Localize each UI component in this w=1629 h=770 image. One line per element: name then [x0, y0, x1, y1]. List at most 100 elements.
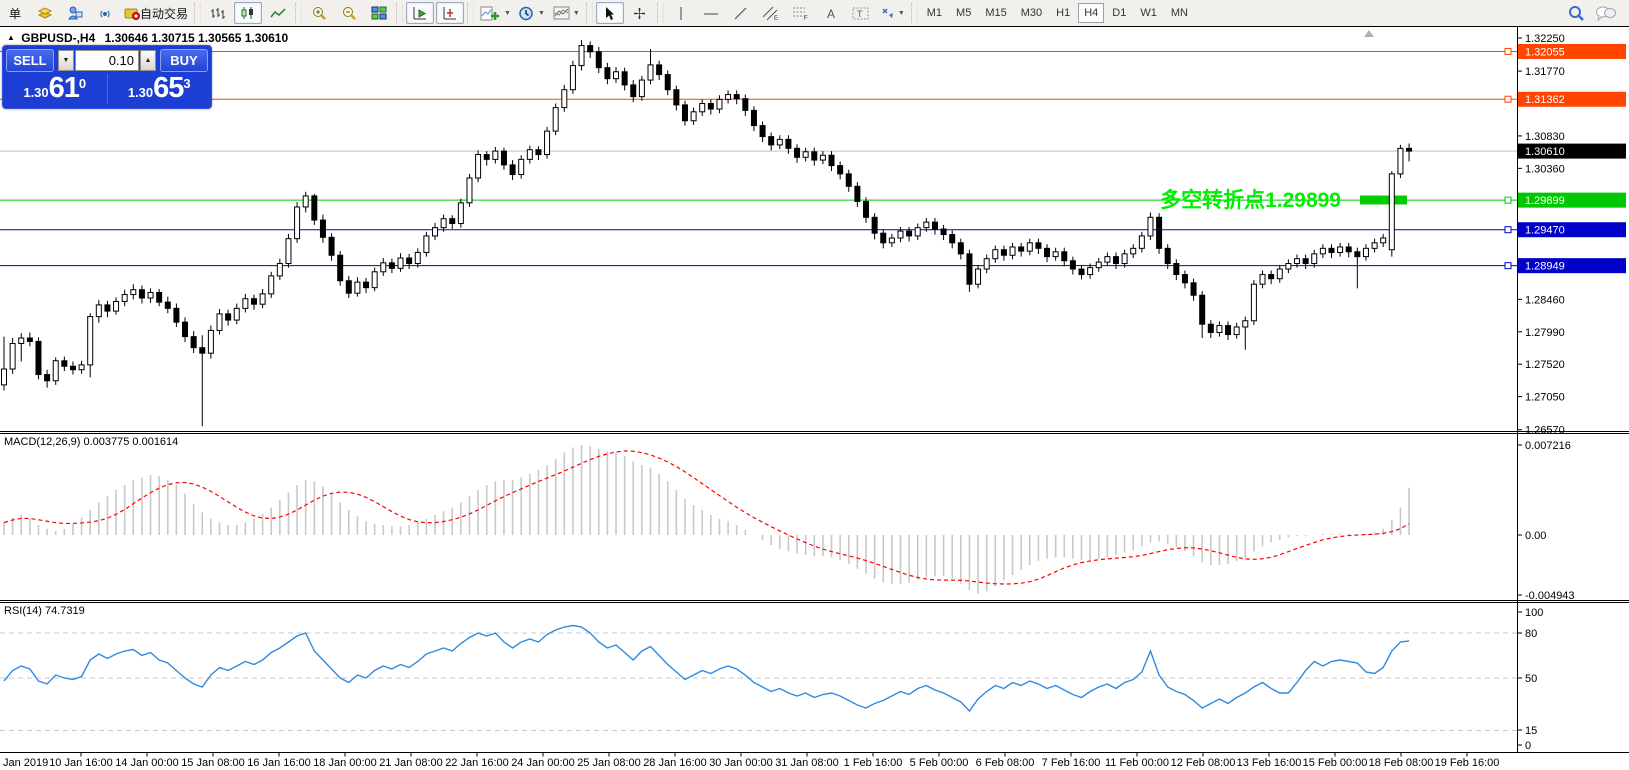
- candle: [750, 109, 757, 127]
- line-handle[interactable]: [1504, 262, 1512, 270]
- tile-windows-icon[interactable]: [365, 2, 393, 24]
- symbol-expander-icon[interactable]: ▲: [7, 33, 15, 42]
- pivot-annotation-text[interactable]: 多空转折点1.29899: [1160, 188, 1341, 212]
- candle: [1078, 268, 1085, 276]
- candle: [1268, 274, 1275, 280]
- sell-button[interactable]: SELL: [6, 49, 54, 72]
- zoom-in-icon[interactable]: [305, 2, 333, 24]
- chart-shift-marker-icon[interactable]: [1364, 30, 1374, 37]
- time-axis-label: 30 Jan 00:00: [709, 757, 773, 769]
- candle: [1061, 251, 1068, 262]
- volume-input[interactable]: 0.10: [75, 50, 139, 71]
- timeframe-button-w1[interactable]: W1: [1140, 7, 1157, 19]
- candle: [380, 262, 387, 273]
- cursor-tool-icon[interactable]: [595, 2, 624, 24]
- candle: [638, 79, 645, 98]
- candle: [294, 206, 301, 240]
- timeframe-button-m5[interactable]: M5: [956, 7, 972, 19]
- candle: [647, 64, 654, 81]
- autotrading-button[interactable]: 自动交易: [121, 2, 191, 24]
- timeframe-button-h1[interactable]: H1: [1056, 7, 1071, 19]
- buy-price[interactable]: 1.30 65 3: [108, 72, 212, 106]
- rsi-scale-label: 50: [1525, 673, 1537, 685]
- toolbar-separator: [467, 3, 475, 23]
- volume-increase-button[interactable]: ▲: [140, 50, 156, 71]
- candle: [1181, 274, 1188, 284]
- line-handle[interactable]: [1504, 95, 1512, 103]
- arrows-tool-icon[interactable]: ▼: [877, 2, 908, 24]
- candle: [173, 307, 180, 323]
- candle: [664, 74, 671, 91]
- candle: [897, 230, 904, 239]
- candle: [613, 71, 620, 80]
- price-badge-label: 1.30610: [1525, 146, 1565, 158]
- channel-tool-icon[interactable]: E: [757, 2, 785, 24]
- volume-decrease-button[interactable]: ▼: [58, 50, 74, 71]
- bar-chart-icon[interactable]: [204, 2, 232, 24]
- sell-price-small: 1.30: [23, 85, 49, 100]
- line-handle[interactable]: [1504, 196, 1512, 204]
- auto-scroll-icon[interactable]: [406, 2, 435, 24]
- timeframe-button-h4[interactable]: H4: [1078, 3, 1105, 23]
- vertical-line-tool-icon[interactable]: [667, 2, 695, 24]
- candle: [500, 150, 507, 166]
- periods-icon[interactable]: ▼: [516, 2, 548, 24]
- candlestick-chart-icon[interactable]: [234, 2, 263, 24]
- time-axis-label: 5 Feb 00:00: [910, 757, 969, 769]
- templates-icon[interactable]: ▼: [550, 2, 583, 24]
- candle: [1397, 147, 1404, 175]
- pivot-line-thick-segment[interactable]: [1360, 195, 1407, 205]
- new-order-button[interactable]: 单: [8, 6, 21, 21]
- macd-label: MACD(12,26,9) 0.003775 0.001614: [4, 436, 179, 448]
- candle: [1000, 249, 1007, 256]
- line-handle[interactable]: [1504, 226, 1512, 234]
- chat-icon[interactable]: [1592, 2, 1620, 24]
- candle: [544, 130, 551, 156]
- price-tick-label: 1.26570: [1525, 425, 1565, 437]
- price-badge: [1518, 192, 1626, 208]
- candle: [52, 360, 59, 382]
- buy-button[interactable]: BUY: [160, 49, 208, 72]
- time-axis-label: 28 Jan 16:00: [643, 757, 707, 769]
- timeframe-button-mn[interactable]: MN: [1170, 7, 1188, 19]
- candle: [1250, 283, 1257, 322]
- time-axis-label: 7 Feb 16:00: [1042, 757, 1101, 769]
- candle: [1087, 267, 1094, 276]
- timeframe-button-m30[interactable]: M30: [1020, 7, 1043, 19]
- price-tick-label: 1.31770: [1525, 66, 1565, 78]
- candle: [354, 281, 361, 294]
- crosshair-tool-icon[interactable]: [626, 2, 654, 24]
- toolbar-separator: [194, 3, 202, 23]
- search-icon[interactable]: [1562, 2, 1590, 24]
- sell-price[interactable]: 1.30 61 0: [3, 72, 107, 106]
- terminal-icon[interactable]: [61, 2, 89, 24]
- svg-text:F: F: [804, 16, 808, 21]
- fibonacci-tool-icon[interactable]: F: [787, 2, 815, 24]
- panel-divider: [106, 74, 108, 104]
- text-label-tool-icon[interactable]: T: [847, 2, 875, 24]
- trendline-tool-icon[interactable]: [727, 2, 755, 24]
- line-handle[interactable]: [1504, 47, 1512, 55]
- candle: [95, 304, 102, 318]
- candle: [78, 364, 85, 371]
- horizontal-line-tool-icon[interactable]: [697, 2, 725, 24]
- indicators-icon[interactable]: ▼: [477, 2, 514, 24]
- timeframe-button-d1[interactable]: D1: [1112, 7, 1127, 19]
- market-watch-icon[interactable]: [31, 2, 59, 24]
- timeframe-button-m15[interactable]: M15: [985, 7, 1007, 19]
- chart-shift-icon[interactable]: [436, 2, 465, 24]
- zoom-out-icon[interactable]: [335, 2, 363, 24]
- signal-icon[interactable]: [91, 2, 119, 24]
- price-badge: [1518, 258, 1626, 274]
- time-axis-label: 31 Jan 08:00: [775, 757, 839, 769]
- time-axis-label: 16 Jan 16:00: [247, 757, 311, 769]
- candle: [587, 45, 594, 53]
- one-click-trading-panel: SELL ▼ 0.10 ▲ BUY 1.30 61 0 1.30 65 3: [2, 45, 212, 109]
- dropdown-arrow-icon: ▼: [897, 9, 905, 17]
- candle: [975, 268, 982, 285]
- text-tool-icon[interactable]: A: [817, 2, 845, 24]
- line-chart-icon[interactable]: [264, 2, 292, 24]
- candle: [1406, 147, 1413, 152]
- timeframe-button-m1[interactable]: M1: [926, 7, 943, 19]
